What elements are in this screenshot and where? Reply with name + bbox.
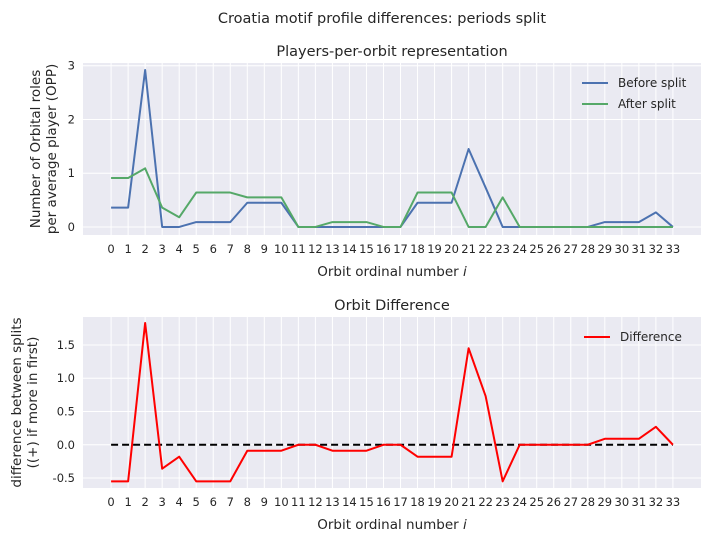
x-tick-label: 27 [563, 495, 578, 509]
y-axis-label-line: difference between splits [9, 317, 25, 487]
subplot-title: Orbit Difference [334, 298, 450, 314]
y-tick-label: 0.0 [57, 438, 75, 452]
x-tick-label: 16 [376, 242, 391, 256]
x-tick-label: 33 [666, 242, 681, 256]
x-axis-label-variable: i [463, 264, 467, 280]
x-tick-label: 11 [291, 495, 306, 509]
x-tick-label: 0 [107, 242, 114, 256]
x-tick-label: 33 [666, 495, 681, 509]
y-tick-label: 0.5 [57, 404, 75, 418]
x-tick-label: 18 [410, 495, 425, 509]
x-tick-label: 25 [529, 242, 544, 256]
x-tick-label: 30 [615, 495, 630, 509]
y-axis-label-line: Number of Orbital roles [28, 70, 44, 229]
x-tick-label: 3 [159, 495, 166, 509]
x-tick-label: 12 [308, 495, 323, 509]
x-tick-label: 23 [495, 495, 510, 509]
x-tick-label: 14 [342, 495, 357, 509]
x-tick-label: 0 [107, 495, 114, 509]
x-tick-label: 30 [615, 242, 630, 256]
y-tick-label: -0.5 [53, 471, 75, 485]
subplot-title: Players-per-orbit representation [276, 44, 507, 60]
x-tick-label: 18 [410, 242, 425, 256]
orbit-difference-panel: 0 1 2 3 4 5 6 7 8 9 10 11 12 13 14 15 16 17 18 19 20 21 22 23 24… [9, 298, 701, 533]
x-tick-label: 8 [244, 495, 251, 509]
x-tick-label: 32 [649, 242, 664, 256]
x-tick-label: 20 [444, 242, 459, 256]
x-tick-label: 21 [461, 495, 476, 509]
legend-entry: After split [618, 97, 676, 111]
series-line-difference [111, 321, 674, 483]
x-tick-label: 31 [632, 242, 647, 256]
x-tick-label: 5 [193, 242, 200, 256]
x-tick-label: 32 [649, 495, 664, 509]
x-tick-label: 11 [291, 242, 306, 256]
legend-entry: Difference [620, 330, 682, 344]
y-tick-label: 1.0 [57, 371, 75, 385]
x-tick-label: 16 [376, 495, 391, 509]
y-tick-label: 2 [68, 112, 75, 126]
plot-area [83, 317, 701, 488]
figure-suptitle: Croatia motif profile differences: perio… [218, 11, 547, 27]
series-line-after-split [111, 167, 673, 228]
players-per-orbit-panel: 0 1 2 3 4 5 6 7 8 9 10 11 12 13 14 15 16 17 18 19 20 21 22 23 24… [28, 44, 701, 280]
y-tick-label: 3 [68, 59, 75, 73]
x-tick-label: 2 [141, 495, 148, 509]
x-tick-label: 9 [261, 495, 268, 509]
x-tick-label: 7 [227, 242, 234, 256]
x-tick-label: 14 [342, 242, 357, 256]
x-tick-label: 23 [495, 242, 510, 256]
x-tick-label: 17 [393, 495, 408, 509]
x-tick-label: 19 [427, 495, 442, 509]
x-tick-label: 13 [325, 242, 340, 256]
x-tick-label: 20 [444, 495, 459, 509]
y-tick-label: 1.5 [57, 338, 75, 352]
x-tick-label: 25 [529, 495, 544, 509]
y-axis-label-line: per average player (OPP) [44, 64, 60, 234]
x-tick-label: 1 [124, 495, 131, 509]
x-tick-label: 6 [210, 242, 217, 256]
x-tick-label: 22 [478, 242, 493, 256]
y-tick-label: 0 [68, 220, 75, 234]
y-tick-label: 1 [68, 166, 75, 180]
x-tick-label: 24 [512, 495, 527, 509]
x-tick-label: 3 [159, 242, 166, 256]
x-tick-label: 1 [124, 242, 131, 256]
x-tick-label: 2 [141, 242, 148, 256]
x-tick-label: 8 [244, 242, 251, 256]
x-tick-label: 29 [597, 242, 612, 256]
x-axis-label: Orbit ordinal number i [317, 517, 467, 533]
x-tick-label: 28 [580, 242, 595, 256]
x-axis-label-variable: i [463, 517, 467, 533]
x-tick-label: 24 [512, 242, 527, 256]
x-tick-label: 13 [325, 495, 340, 509]
x-tick-label: 19 [427, 242, 442, 256]
x-tick-label: 17 [393, 242, 408, 256]
x-tick-label: 10 [274, 495, 289, 509]
legend-entry: Before split [618, 76, 687, 90]
x-tick-label: 31 [632, 495, 647, 509]
x-tick-label: 7 [227, 495, 234, 509]
y-axis-label-line: ((+) if more in first) [25, 337, 41, 469]
x-tick-label: 10 [274, 242, 289, 256]
x-tick-label: 15 [359, 242, 374, 256]
x-tick-label: 4 [176, 495, 183, 509]
x-tick-label: 6 [210, 495, 217, 509]
x-tick-label: 9 [261, 242, 268, 256]
x-tick-label: 27 [563, 242, 578, 256]
x-tick-label: 29 [597, 495, 612, 509]
x-tick-label: 26 [546, 495, 561, 509]
x-tick-label: 28 [580, 495, 595, 509]
x-tick-label: 26 [546, 242, 561, 256]
x-tick-label: 15 [359, 495, 374, 509]
x-axis-label: Orbit ordinal number i [317, 264, 467, 280]
x-tick-label: 4 [176, 242, 183, 256]
x-tick-label: 12 [308, 242, 323, 256]
x-tick-label: 21 [461, 242, 476, 256]
plot-area [83, 63, 701, 235]
x-tick-label: 22 [478, 495, 493, 509]
x-tick-label: 5 [193, 495, 200, 509]
